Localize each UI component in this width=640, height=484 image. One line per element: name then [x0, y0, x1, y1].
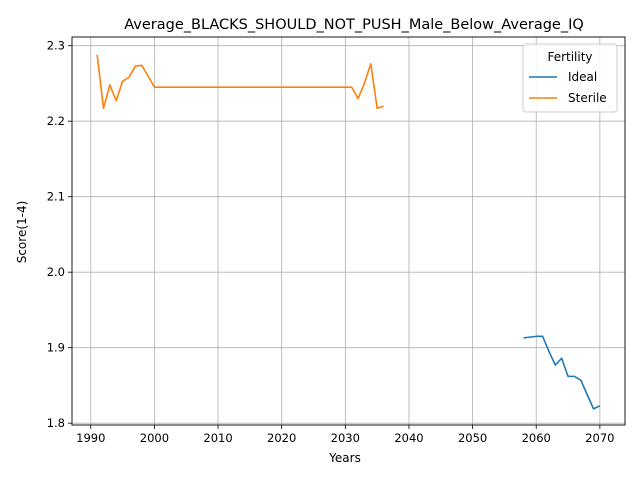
series-lines [96, 54, 601, 410]
x-tick-label: 2020 [267, 431, 296, 445]
y-tick-label: 2.1 [47, 190, 65, 204]
series-line-ideal [523, 335, 601, 410]
legend-label-ideal: Ideal [568, 70, 597, 84]
y-tick-label: 2.2 [47, 114, 65, 128]
y-axis-ticks: 1.8 1.9 2.0 2.1 2.2 2.3 [47, 39, 72, 430]
chart-title: Average_BLACKS_SHOULD_NOT_PUSH_Male_Belo… [124, 17, 584, 33]
legend-label-sterile: Sterile [568, 91, 607, 105]
y-axis-label: Score(1-4) [15, 201, 29, 264]
y-tick-label: 1.9 [47, 341, 65, 355]
legend-title: Fertility [547, 50, 592, 64]
x-tick-label: 2050 [458, 431, 487, 445]
x-tick-label: 1990 [76, 431, 105, 445]
legend: Fertility Ideal Sterile [522, 43, 618, 113]
x-tick-label: 2000 [140, 431, 169, 445]
y-tick-label: 2.0 [47, 265, 65, 279]
x-axis-ticks: 1990 2000 2010 2020 2030 2040 2050 2060 2070 [76, 425, 615, 445]
x-tick-label: 2070 [585, 431, 614, 445]
y-tick-label: 2.3 [47, 39, 65, 53]
y-tick-label: 1.8 [47, 416, 65, 430]
x-tick-label: 2030 [331, 431, 360, 445]
x-axis-label: Years [328, 451, 361, 465]
x-tick-label: 2040 [394, 431, 423, 445]
x-tick-label: 2010 [203, 431, 232, 445]
series-line-sterile [96, 54, 384, 110]
axes-frame [71, 36, 626, 426]
x-tick-label: 2060 [522, 431, 551, 445]
legend-box [522, 43, 618, 113]
